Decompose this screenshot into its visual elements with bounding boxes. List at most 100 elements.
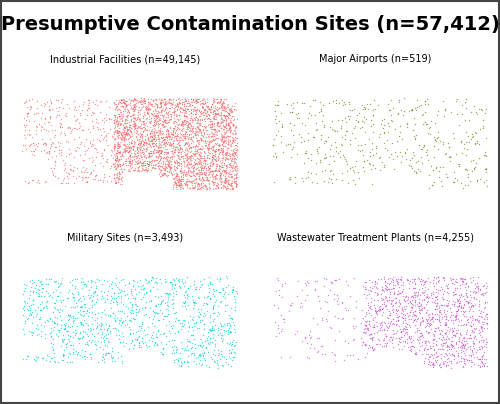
Point	[152, 97, 160, 103]
Point	[482, 153, 490, 159]
Point	[410, 132, 418, 139]
Point	[182, 178, 190, 184]
Point	[191, 183, 199, 190]
Point	[163, 145, 171, 152]
Point	[228, 185, 236, 192]
Point	[222, 168, 230, 175]
Point	[185, 141, 193, 147]
Point	[130, 167, 138, 174]
Point	[200, 100, 208, 107]
Point	[183, 182, 191, 188]
Point	[478, 343, 486, 350]
Point	[148, 332, 156, 339]
Point	[134, 328, 142, 334]
Point	[154, 155, 162, 161]
Point	[187, 114, 195, 121]
Point	[230, 175, 238, 181]
Point	[428, 360, 436, 367]
Point	[198, 110, 205, 117]
Point	[356, 142, 364, 148]
Point	[228, 204, 236, 210]
Point	[202, 103, 210, 109]
Point	[171, 178, 179, 185]
Point	[63, 359, 71, 365]
Point	[170, 133, 178, 139]
Point	[452, 333, 460, 339]
Point	[141, 158, 149, 164]
Point	[222, 164, 230, 171]
Point	[74, 309, 82, 315]
Point	[93, 292, 101, 299]
Point	[132, 291, 140, 298]
Point	[176, 180, 184, 186]
Point	[150, 114, 158, 121]
Point	[190, 162, 198, 168]
Point	[186, 178, 194, 185]
Point	[190, 184, 198, 191]
Point	[206, 168, 214, 174]
Point	[185, 145, 193, 152]
Point	[112, 101, 120, 107]
Point	[156, 115, 164, 121]
Point	[454, 358, 462, 364]
Point	[331, 277, 339, 283]
Point	[214, 142, 222, 148]
Point	[180, 107, 188, 113]
Point	[192, 171, 200, 178]
Point	[182, 103, 190, 109]
Point	[216, 105, 224, 111]
Point	[194, 306, 202, 312]
Point	[178, 280, 186, 286]
Point	[30, 152, 38, 159]
Point	[47, 354, 55, 361]
Point	[443, 303, 451, 309]
Point	[228, 287, 236, 293]
Point	[156, 156, 164, 162]
Point	[0, 225, 2, 232]
Point	[208, 327, 216, 333]
Point	[115, 106, 123, 113]
Point	[169, 140, 177, 146]
Point	[388, 309, 396, 316]
Point	[330, 171, 338, 177]
Point	[92, 324, 100, 331]
Point	[122, 162, 130, 168]
Point	[378, 343, 386, 349]
Point	[232, 181, 239, 187]
Point	[167, 148, 175, 155]
Point	[170, 143, 177, 149]
Point	[312, 112, 320, 118]
Point	[437, 341, 445, 347]
Point	[83, 177, 91, 184]
Point	[184, 285, 192, 291]
Point	[180, 99, 188, 105]
Point	[200, 147, 207, 154]
Point	[154, 154, 162, 160]
Point	[130, 167, 138, 174]
Point	[226, 142, 234, 149]
Point	[206, 124, 214, 130]
Point	[226, 109, 234, 115]
Point	[389, 327, 397, 334]
Point	[228, 31, 235, 37]
Point	[108, 358, 116, 364]
Point	[392, 307, 400, 314]
Point	[122, 120, 130, 126]
Point	[88, 321, 96, 327]
Point	[224, 185, 232, 191]
Point	[409, 311, 417, 318]
Point	[208, 120, 216, 126]
Point	[413, 103, 421, 110]
Point	[176, 179, 184, 185]
Point	[385, 122, 393, 129]
Point	[61, 112, 69, 118]
Point	[64, 311, 72, 318]
Point	[176, 320, 184, 327]
Point	[141, 152, 149, 158]
Point	[98, 331, 106, 338]
Point	[76, 152, 84, 158]
Point	[82, 310, 90, 316]
Point	[460, 355, 468, 362]
Point	[179, 99, 187, 106]
Point	[80, 174, 88, 181]
